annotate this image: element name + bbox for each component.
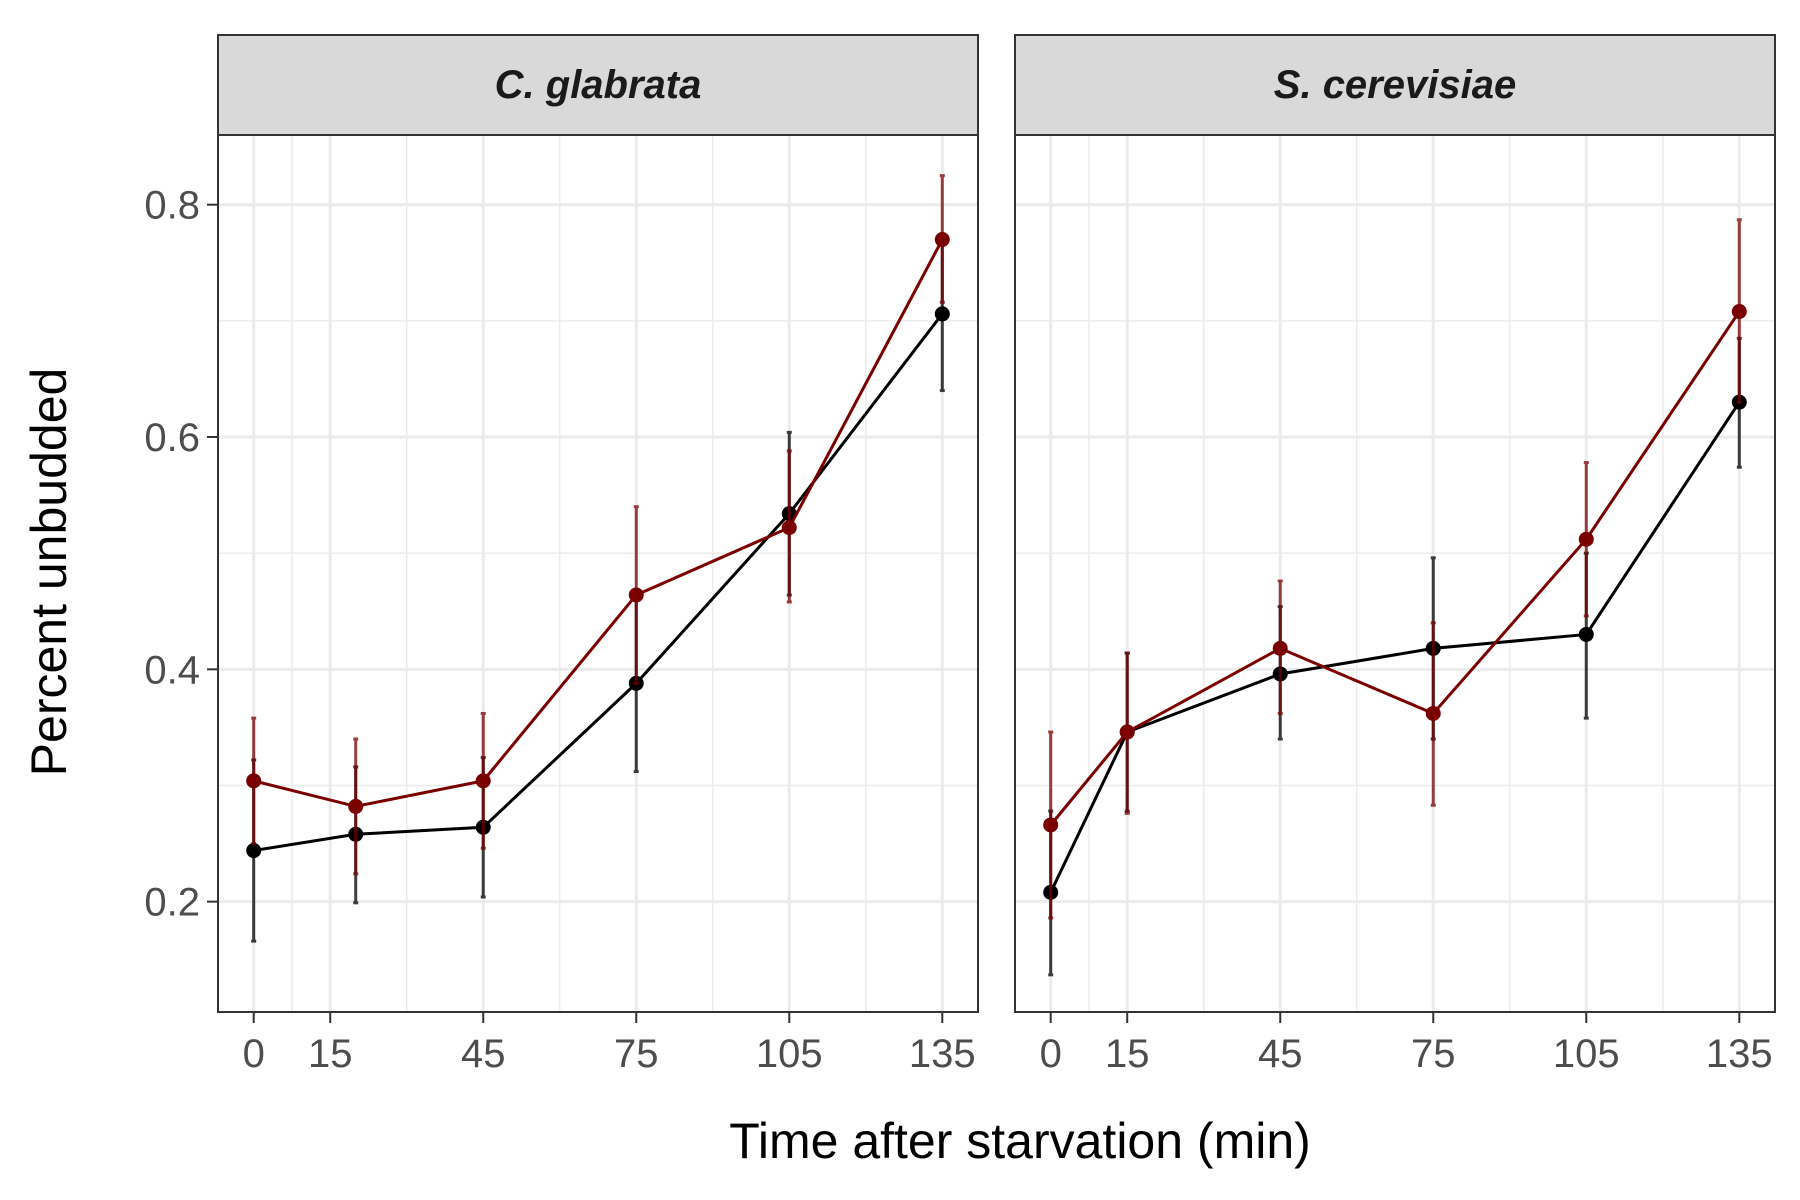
panels: C. glabrata 0 15 45 75 105 135 0.2 0.4 0.6 0.8 S. c… (144, 34, 1776, 1076)
x-axis: 0 15 45 75 105 135 (243, 1012, 976, 1076)
x-axis: 0 15 45 75 105 135 (1040, 1012, 1773, 1076)
series (1043, 218, 1747, 920)
x-tick-label: 105 (1553, 1032, 1620, 1076)
panel-title: S. cerevisiae (1274, 63, 1516, 107)
x-tick-label: 135 (909, 1032, 976, 1076)
data-point (781, 520, 797, 536)
y-tick-label: 0.8 (144, 184, 200, 228)
y-tick-label: 0.6 (144, 416, 200, 460)
data-point (628, 587, 644, 603)
plot-background (218, 135, 978, 1012)
plot-background (1015, 135, 1775, 1012)
y-tick-label: 0.2 (144, 881, 200, 925)
series-line (1049, 310, 1741, 826)
data-point (1119, 724, 1135, 740)
x-axis-title: Time after starvation (min) (729, 1113, 1311, 1169)
data-point (1731, 304, 1747, 320)
gridlines (1015, 135, 1775, 1012)
x-tick-label: 0 (1040, 1032, 1062, 1076)
x-tick-label: 75 (1411, 1032, 1456, 1076)
x-tick-label: 105 (756, 1032, 823, 1076)
x-tick-label: 0 (243, 1032, 265, 1076)
data-point (1043, 817, 1059, 833)
series-line (1049, 401, 1741, 894)
strip-background (1014, 34, 1776, 136)
y-tick-label: 0.4 (144, 648, 200, 692)
panel: C. glabrata 0 15 45 75 105 135 0.2 0.4 0.6 0.8 (144, 34, 979, 1076)
data-point (1425, 705, 1441, 721)
series-line (253, 238, 944, 808)
y-axis-title: Percent unbudded (21, 368, 77, 777)
data-point (934, 306, 950, 322)
x-tick-label: 135 (1706, 1032, 1773, 1076)
data-point (934, 232, 950, 248)
strip-background (217, 34, 979, 136)
panel: S. cerevisiae 0 15 45 75 105 135 (1014, 34, 1776, 1076)
data-point (348, 798, 364, 814)
data-point (1578, 626, 1594, 642)
x-tick-label: 45 (1258, 1032, 1303, 1076)
x-tick-label: 15 (1105, 1032, 1150, 1076)
x-tick-label: 45 (461, 1032, 506, 1076)
data-point (1272, 640, 1288, 656)
data-point (1578, 531, 1594, 547)
x-tick-label: 15 (308, 1032, 353, 1076)
data-point (246, 843, 262, 859)
data-point (475, 773, 491, 789)
y-axis: 0.2 0.4 0.6 0.8 (144, 184, 218, 925)
data-point (246, 773, 262, 789)
x-tick-label: 75 (614, 1032, 659, 1076)
panel-title: C. glabrata (495, 63, 702, 107)
series (246, 174, 950, 876)
